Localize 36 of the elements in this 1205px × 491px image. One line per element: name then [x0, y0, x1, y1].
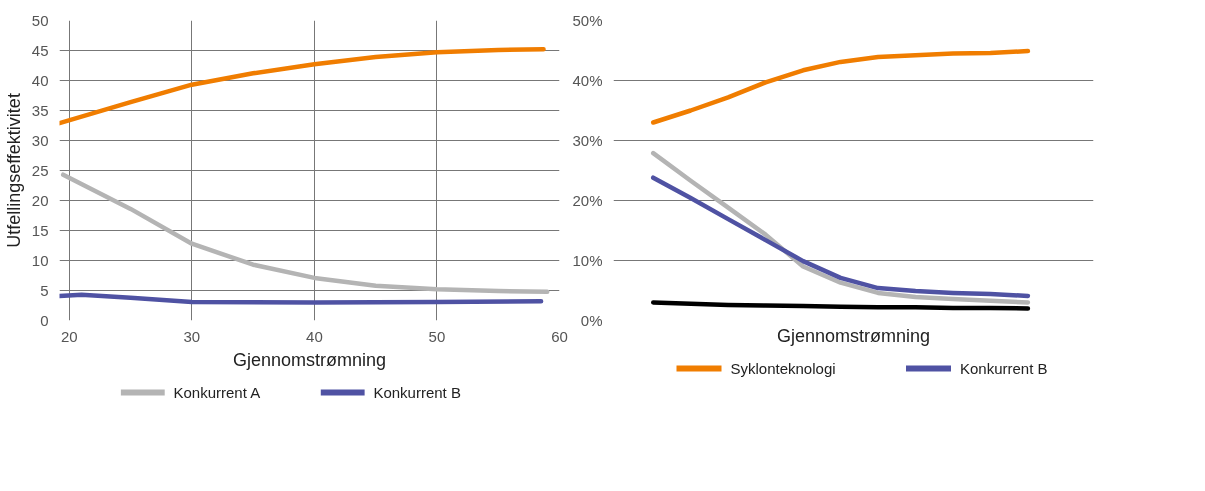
legend-label: Konkurrent A [173, 384, 261, 401]
line-series [650, 48, 1031, 125]
legend-label: Syklonteknologi [730, 360, 836, 377]
line-series [59, 47, 546, 126]
y-tick-label: 45 [31, 41, 49, 59]
x-tick-label: 50 [428, 327, 446, 345]
y-tick-label: 20% [572, 192, 603, 209]
y-tick-label: 15 [31, 221, 49, 239]
y-tick-label: 25 [31, 161, 49, 179]
y-tick-label: 30 [31, 131, 49, 149]
y-axis-title: Utfellingseffektivitet [3, 93, 24, 248]
legend-label: Konkurrent B [960, 360, 1048, 377]
y-tick-label: 10 [31, 251, 49, 269]
x-axis-title: Gjennomstrømning [232, 349, 387, 370]
x-tick-label: 20 [60, 327, 78, 345]
y-tick-label: 40 [31, 71, 49, 89]
line-series [650, 150, 1031, 305]
y-tick-label: 30% [572, 132, 603, 149]
line-series [59, 292, 544, 305]
y-tick-label: 50 [31, 11, 49, 29]
line-series [650, 175, 1031, 299]
y-tick-label: 40% [572, 72, 603, 89]
y-tick-label: 50% [572, 12, 603, 29]
y-tick-label: 35 [31, 101, 49, 119]
x-axis-title: Gjennomstrømning [776, 325, 931, 346]
line-series [60, 172, 550, 294]
x-tick-label: 30 [183, 327, 201, 345]
y-tick-label: 5 [40, 281, 49, 299]
y-tick-label: 20 [31, 191, 49, 209]
x-tick-label: 40 [306, 327, 323, 345]
y-tick-label: 10% [572, 252, 603, 269]
legend-label: Konkurrent B [373, 384, 461, 401]
y-tick-label: 0% [580, 312, 603, 329]
line-series [650, 300, 1031, 311]
y-tick-label: 0 [40, 311, 49, 329]
x-tick-label: 60 [551, 327, 568, 345]
